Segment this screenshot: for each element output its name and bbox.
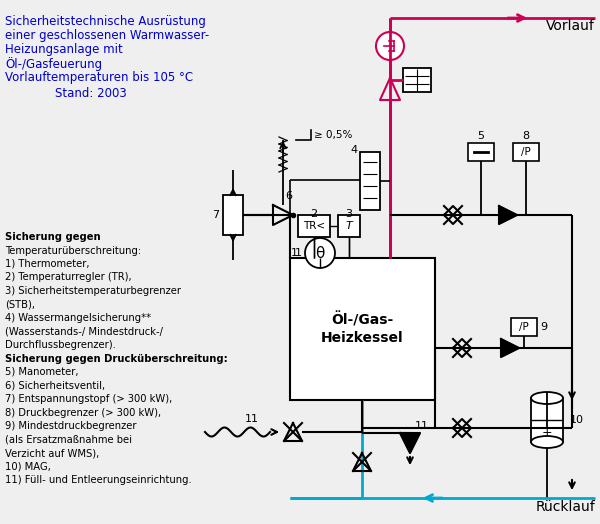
Text: 2) Temperaturregler (TR),: 2) Temperaturregler (TR), [5, 272, 131, 282]
Text: 9: 9 [540, 322, 547, 332]
Text: 1) Thermometer,: 1) Thermometer, [5, 259, 89, 269]
Text: 9) Mindestdruckbegrenzer: 9) Mindestdruckbegrenzer [5, 421, 137, 431]
Text: Öl-/Gasfeuerung: Öl-/Gasfeuerung [5, 57, 102, 71]
Text: T: T [346, 221, 352, 231]
Text: 5) Manometer,: 5) Manometer, [5, 367, 79, 377]
Text: 3: 3 [346, 209, 353, 219]
Text: 11: 11 [245, 414, 259, 424]
Text: 1: 1 [295, 248, 302, 258]
Text: Durchflussbegrenzer).: Durchflussbegrenzer). [5, 340, 116, 350]
Text: (Wasserstands-/ Mindestdruck-/: (Wasserstands-/ Mindestdruck-/ [5, 326, 163, 336]
Bar [511, 318, 537, 336]
Polygon shape [499, 206, 517, 224]
Text: 10) MAG,: 10) MAG, [5, 462, 51, 472]
Text: (STB),: (STB), [5, 300, 35, 310]
Text: 4) Wassermangelsicherung**: 4) Wassermangelsicherung** [5, 313, 151, 323]
Text: 4: 4 [351, 145, 358, 155]
Text: Heizkessel: Heizkessel [321, 331, 404, 345]
Polygon shape [501, 339, 519, 357]
Bar [223, 195, 243, 235]
Text: 11) Füll- und Entleerungseinrichtung.: 11) Füll- und Entleerungseinrichtung. [5, 475, 192, 485]
Bar [338, 215, 360, 237]
Text: Sicherung gegen: Sicherung gegen [5, 232, 101, 242]
Text: 8: 8 [523, 131, 530, 141]
Text: θ: θ [316, 246, 325, 261]
Circle shape [305, 238, 335, 268]
Polygon shape [400, 433, 420, 453]
Text: Vorlauftemperaturen bis 105 °C: Vorlauftemperaturen bis 105 °C [5, 71, 193, 84]
Text: +: + [542, 427, 553, 440]
Text: ≥ 0,5%: ≥ 0,5% [314, 130, 352, 140]
Text: Vorlauf: Vorlauf [546, 19, 595, 33]
Text: einer geschlossenen Warmwasser-: einer geschlossenen Warmwasser- [5, 29, 209, 42]
Bar [298, 215, 330, 237]
Text: Verzicht auf WMS),: Verzicht auf WMS), [5, 448, 99, 458]
Text: —: — [476, 147, 486, 157]
Text: 7) Entspannungstopf (> 300 kW),: 7) Entspannungstopf (> 300 kW), [5, 394, 172, 404]
Bar [360, 152, 380, 210]
Text: 7: 7 [212, 210, 219, 220]
Text: 11: 11 [415, 421, 429, 431]
Text: Öl-/Gas-: Öl-/Gas- [331, 312, 394, 328]
Text: Sicherung gegen Drucküberschreitung:: Sicherung gegen Drucküberschreitung: [5, 354, 228, 364]
Text: Stand: 2003: Stand: 2003 [55, 87, 127, 100]
Text: Rücklauf: Rücklauf [535, 500, 595, 514]
Text: TR<: TR< [303, 221, 325, 231]
Text: 3) Sicherheitstemperaturbegrenzer: 3) Sicherheitstemperaturbegrenzer [5, 286, 181, 296]
Ellipse shape [531, 392, 563, 404]
Bar [468, 143, 494, 161]
Ellipse shape [531, 436, 563, 448]
Text: 6) Sicherheitsventil,: 6) Sicherheitsventil, [5, 380, 105, 390]
Text: 5: 5 [478, 131, 485, 141]
Text: /P: /P [521, 147, 531, 157]
Text: 1: 1 [291, 248, 298, 258]
Text: 8) Druckbegrenzer (> 300 kW),: 8) Druckbegrenzer (> 300 kW), [5, 408, 161, 418]
Text: (als Ersatzmaßnahme bei: (als Ersatzmaßnahme bei [5, 434, 132, 444]
Text: Heizungsanlage mit: Heizungsanlage mit [5, 43, 123, 56]
Text: /P: /P [519, 322, 529, 332]
Bar [403, 68, 431, 92]
Circle shape [376, 32, 404, 60]
Text: Sicherheitstechnische Ausrüstung: Sicherheitstechnische Ausrüstung [5, 15, 206, 28]
Text: Temperaturüberschreitung:: Temperaturüberschreitung: [5, 246, 141, 256]
Bar [531, 398, 563, 442]
Bar [513, 143, 539, 161]
Text: 2: 2 [310, 209, 317, 219]
Text: 6: 6 [285, 191, 292, 201]
Text: 10: 10 [570, 415, 584, 425]
Bar [290, 258, 435, 400]
